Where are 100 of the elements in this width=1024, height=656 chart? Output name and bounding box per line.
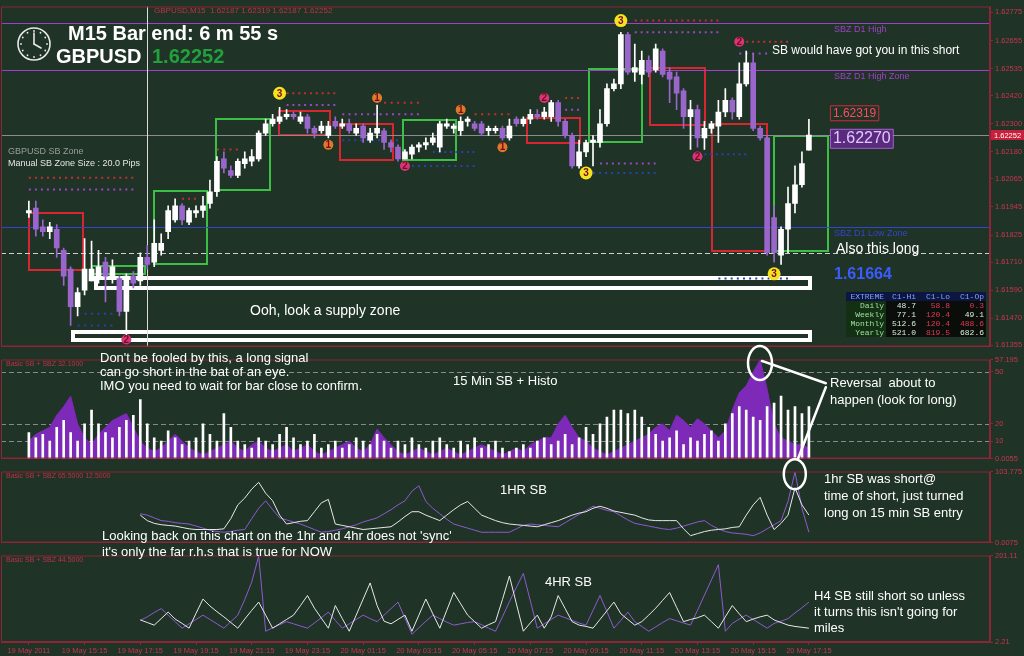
bar xyxy=(487,444,490,459)
bar xyxy=(633,409,637,459)
bar xyxy=(257,437,261,459)
annotation: 2 xyxy=(123,333,130,345)
annotation: Yearly xyxy=(846,328,886,337)
bar xyxy=(55,427,59,459)
annotation: 49.1 xyxy=(952,310,986,319)
annotation: 120.4 xyxy=(918,319,952,328)
bar xyxy=(313,433,316,459)
bar xyxy=(320,447,323,459)
bar xyxy=(717,440,720,459)
annotation: Monthly xyxy=(846,319,886,328)
bar xyxy=(494,440,497,459)
bar xyxy=(83,423,86,459)
chart-title: GBPUSD,M15 1.62187 1.62319 1.62187 1.62252 xyxy=(154,6,333,15)
bar xyxy=(62,420,66,459)
bar xyxy=(236,440,240,459)
bar xyxy=(250,447,254,459)
annotation: Ooh, look a supply zone xyxy=(250,302,401,318)
bar xyxy=(271,444,274,459)
annotation: 488.6 xyxy=(952,319,986,328)
bar xyxy=(452,447,456,459)
annotation: Daily xyxy=(846,301,886,310)
bar xyxy=(299,444,302,459)
bar xyxy=(34,437,38,459)
annotation: C1-Hi xyxy=(886,292,918,301)
bar xyxy=(354,437,358,459)
annotation: 1.62319 xyxy=(832,105,877,120)
annotation: 1hr SB was short@ time of short, just turned long on 15 min SB entry xyxy=(824,470,964,521)
annotation: Looking back on this chart on the 1hr and 4hr does not 'sync' it's only the far r.h.s that is true for NOW xyxy=(102,528,452,560)
annotation: 48.7 xyxy=(886,301,918,310)
annotation: Reversal about to happen (look for long) xyxy=(830,374,957,408)
bar xyxy=(556,440,560,459)
annotation: 521.0 xyxy=(886,328,918,337)
annotation: 512.6 xyxy=(886,319,918,328)
annotation: 1.62252 xyxy=(152,45,225,68)
bar xyxy=(535,440,539,459)
annotation: Manual SB Zone Size : 20.0 Pips xyxy=(8,158,141,168)
bar xyxy=(90,409,93,459)
annotation: Don't be fooled by this, a long signal can go short in the bat of an eye. IMO you need to wait for bar close to confirm. xyxy=(100,350,363,393)
bar xyxy=(111,437,114,459)
bar xyxy=(515,447,518,459)
bar xyxy=(327,444,330,459)
bar xyxy=(340,447,344,459)
bar xyxy=(264,440,267,459)
bar xyxy=(118,427,121,459)
annotation: 3 xyxy=(583,167,590,179)
annotation: H4 SB still short so unless it turns this isn't going for miles xyxy=(814,588,966,636)
bar xyxy=(347,444,351,459)
bar xyxy=(76,440,79,459)
bar xyxy=(501,447,504,459)
annotation: 1 xyxy=(325,139,332,151)
annotation: 1 xyxy=(374,92,381,104)
annotation: 2 xyxy=(541,92,548,104)
annotation: 819.5 xyxy=(918,328,952,337)
annotation: 1 xyxy=(457,103,464,115)
bar xyxy=(751,416,755,459)
bar xyxy=(696,440,699,459)
bar xyxy=(152,437,156,459)
bar xyxy=(333,440,337,459)
bar xyxy=(243,444,247,459)
annotation: 2 xyxy=(694,150,701,162)
annotation: 120.4 xyxy=(918,310,952,319)
annotation: 682.6 xyxy=(952,328,986,337)
bar xyxy=(104,432,107,459)
annotation: 1HR SB xyxy=(500,482,547,497)
bar xyxy=(528,447,532,459)
bar xyxy=(125,420,128,459)
candlestick xyxy=(374,104,380,139)
bar xyxy=(647,427,651,459)
annotation: C1-Lo xyxy=(918,292,952,301)
annotation: 3 xyxy=(618,14,625,26)
bar xyxy=(438,437,442,459)
bar xyxy=(138,399,142,459)
bar xyxy=(97,423,100,459)
candlestick xyxy=(26,200,32,218)
annotation: SB would have got you in this short xyxy=(772,43,960,57)
annotation: 1.61664 xyxy=(834,265,892,283)
annotation: 77.1 xyxy=(886,310,918,319)
annotation: 2 xyxy=(402,160,409,172)
bar xyxy=(41,433,45,459)
bar xyxy=(737,406,741,459)
bar xyxy=(473,437,476,459)
annotation: 3 xyxy=(276,87,283,99)
bar xyxy=(661,440,664,459)
annotation: EXTREME xyxy=(846,292,886,301)
bar xyxy=(654,433,658,459)
annotation: M15 Bar end: 6 m 55 s xyxy=(68,22,279,45)
bar xyxy=(292,437,295,459)
bar xyxy=(730,413,734,459)
annotation: 4HR SB xyxy=(545,574,592,589)
annotation: 15 Min SB + Histo xyxy=(453,373,558,388)
bar xyxy=(69,432,72,459)
annotation: 1.62270 xyxy=(832,129,891,147)
bar xyxy=(744,409,748,459)
bar xyxy=(703,433,706,459)
annotation: 58.8 xyxy=(918,301,952,310)
bar xyxy=(278,433,281,459)
ref-line-label: SBZ D1 High xyxy=(833,23,887,34)
bar xyxy=(640,416,644,459)
